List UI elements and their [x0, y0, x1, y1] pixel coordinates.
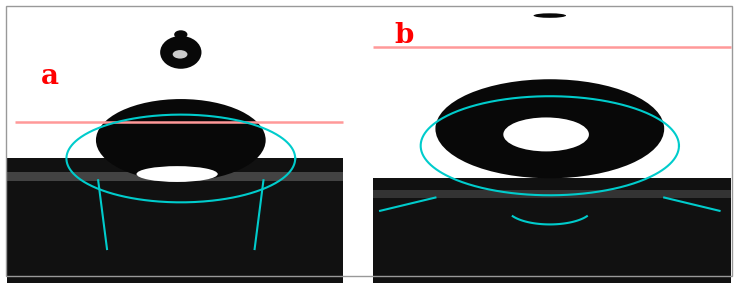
FancyBboxPatch shape: [7, 172, 343, 181]
Ellipse shape: [503, 117, 589, 151]
Text: b: b: [395, 22, 414, 49]
Ellipse shape: [435, 79, 664, 178]
Ellipse shape: [137, 166, 218, 182]
Ellipse shape: [96, 99, 266, 181]
Text: a: a: [41, 63, 58, 90]
Ellipse shape: [174, 30, 187, 39]
Ellipse shape: [534, 13, 566, 18]
FancyBboxPatch shape: [373, 178, 731, 283]
FancyBboxPatch shape: [373, 190, 731, 198]
Ellipse shape: [173, 50, 187, 59]
FancyBboxPatch shape: [7, 158, 343, 283]
Ellipse shape: [160, 36, 201, 69]
